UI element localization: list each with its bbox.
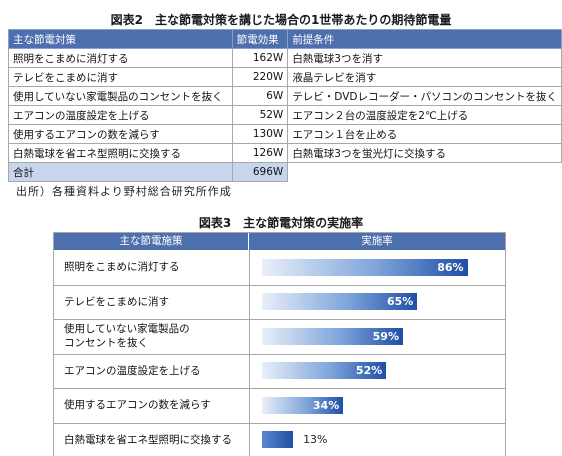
table-row: エアコンの温度設定を上げる 52W エアコン２台の温度設定を2℃上げる: [8, 105, 562, 125]
chart-value-label: 52%: [355, 364, 383, 378]
chart-category-label: エアコンの温度設定を上げる: [64, 364, 201, 377]
chart-row-divider: [54, 353, 505, 355]
table-row: 白熱電球を省エネ型照明に交換する 126W 白熱電球3つを蛍光灯に交換する: [8, 143, 562, 163]
total-label: 合計: [8, 162, 233, 182]
chart-category-label: テレビをこまめに消す: [64, 295, 169, 308]
chart-category-label: 使用するエアコンの数を減らす: [64, 399, 211, 412]
chart-bar: [262, 362, 387, 380]
cell-effect: 6W: [231, 86, 289, 106]
chart-bar: [262, 293, 418, 311]
source-note: 出所）各種資料より野村総合研究所作成: [16, 185, 232, 198]
cell-condition: 液晶テレビを消す: [287, 67, 562, 87]
cell-measure: 照明をこまめに消灯する: [8, 48, 233, 68]
cell-effect: 220W: [231, 67, 289, 87]
total-blank: [287, 162, 562, 182]
header-effect: 節電効果: [231, 29, 289, 49]
savings-table: 主な節電対策 節電効果 前提条件 照明をこまめに消灯する 162W 白熱電球3つを消…: [8, 29, 562, 182]
chart-value-label: 65%: [387, 295, 414, 309]
chart-row-divider: [54, 388, 505, 389]
cell-measure: 使用するエアコンの数を減らす: [8, 124, 233, 144]
chart-row-divider: [54, 319, 505, 320]
chart-header-rate: 実施率: [249, 233, 505, 250]
cell-condition: テレビ・DVDレコーダー・パソコンのコンセントを抜く: [287, 86, 562, 106]
cell-effect: 162W: [231, 48, 289, 68]
chart-row-divider: [54, 284, 505, 286]
table-row: 照明をこまめに消灯する 162W 白熱電球3つを消す: [8, 48, 562, 68]
chart-value-label: 59%: [372, 329, 399, 343]
chart-bar: [262, 327, 403, 345]
table-total-row: 合計 696W: [8, 162, 562, 182]
cell-measure: 白熱電球を省エネ型照明に交換する: [8, 143, 233, 163]
header-condition: 前提条件: [287, 29, 562, 49]
chart-value-label: 86%: [437, 260, 464, 274]
cell-condition: 白熱電球3つを蛍光灯に交換する: [287, 143, 562, 163]
cell-effect: 52W: [231, 105, 289, 125]
table-row: 使用するエアコンの数を減らす 130W エアコン１台を止める: [8, 124, 562, 144]
cell-condition: エアコン２台の温度設定を2℃上げる: [287, 105, 562, 125]
table-row: 使用していない家電製品のコンセントを抜く 6W テレビ・DVDレコーダー・パソコンの…: [8, 86, 562, 106]
chart-bar: [262, 431, 294, 449]
cell-condition: 白熱電球3つを消す: [287, 48, 562, 68]
chart-category-label: 照明をこまめに消灯する: [64, 261, 180, 274]
chart-value-label: 34%: [312, 398, 340, 412]
cell-condition: エアコン１台を止める: [287, 124, 562, 144]
cell-measure: エアコンの温度設定を上げる: [8, 105, 233, 125]
chart-category-label: 使用していない家電製品の コンセントを抜く: [64, 323, 190, 350]
cell-effect: 130W: [231, 124, 289, 144]
figure2-title: 図表2 主な節電対策を講じた場合の1世帯あたりの期待節電量: [110, 13, 452, 27]
implementation-rate-chart: 主な節電施策 実施率 照明をこまめに消灯する 86% テレビをこまめに消す 65% 使用…: [53, 232, 506, 456]
table-header-row: 主な節電対策 節電効果 前提条件: [8, 29, 562, 49]
cell-measure: テレビをこまめに消す: [8, 67, 233, 87]
figure3-title: 図表3 主な節電対策の実施率: [198, 216, 364, 230]
header-measure: 主な節電対策: [8, 29, 233, 49]
cell-effect: 126W: [231, 143, 289, 163]
table-row: テレビをこまめに消す 220W 液晶テレビを消す: [8, 67, 562, 87]
chart-bar: [262, 258, 468, 276]
chart-divider: [249, 250, 250, 456]
chart-header-measure: 主な節電施策: [54, 233, 249, 250]
chart-bar: [262, 396, 344, 414]
total-effect: 696W: [231, 162, 289, 182]
chart-row-divider: [54, 422, 505, 424]
chart-category-label: 白熱電球を省エネ型照明に交換する: [64, 433, 232, 446]
cell-measure: 使用していない家電製品のコンセントを抜く: [8, 86, 233, 106]
chart-value-label: 13%: [303, 433, 328, 447]
